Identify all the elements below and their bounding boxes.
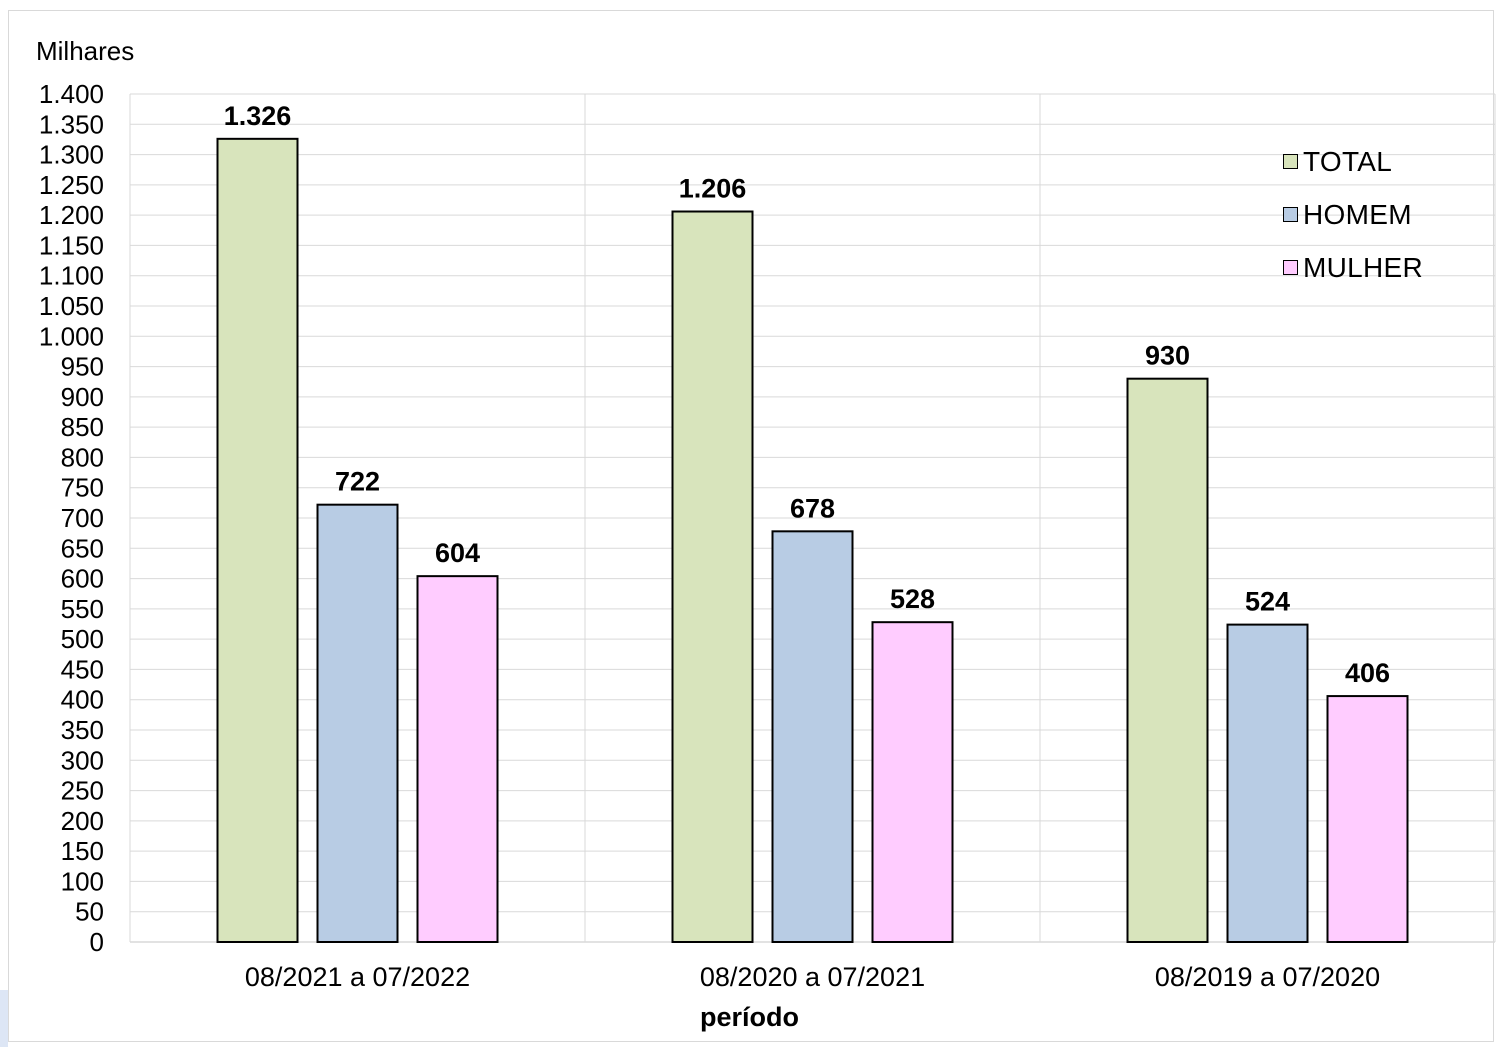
y-tick-label: 1.200 bbox=[39, 200, 104, 230]
legend-label-mulher: MULHER bbox=[1303, 251, 1424, 283]
bar-mulher bbox=[416, 575, 499, 943]
y-tick-label: 1.000 bbox=[39, 321, 104, 351]
legend-label-total: TOTAL bbox=[1303, 145, 1393, 177]
bar-total bbox=[671, 210, 754, 944]
legend: TOTAL HOMEM MULHER bbox=[1283, 135, 1423, 294]
bar-mulher bbox=[1326, 695, 1409, 944]
data-label-homem: 524 bbox=[1245, 587, 1290, 617]
y-tick-label: 850 bbox=[61, 412, 104, 442]
data-label-mulher: 406 bbox=[1345, 658, 1390, 688]
y-tick-label: 50 bbox=[75, 897, 104, 927]
window-edge bbox=[0, 990, 8, 1047]
bar-total bbox=[1126, 377, 1209, 943]
data-label-total: 1.326 bbox=[224, 101, 292, 131]
y-tick-label: 1.300 bbox=[39, 140, 104, 170]
y-tick-label: 350 bbox=[61, 715, 104, 745]
y-tick-label: 150 bbox=[61, 836, 104, 866]
y-tick-label: 500 bbox=[61, 624, 104, 654]
bar-homem bbox=[1226, 623, 1309, 943]
x-tick-label: 08/2019 a 07/2020 bbox=[1155, 962, 1380, 992]
y-unit-label: Milhares bbox=[36, 36, 135, 66]
legend-item-mulher: MULHER bbox=[1283, 241, 1423, 294]
data-label-homem: 678 bbox=[790, 493, 835, 523]
y-tick-label: 650 bbox=[61, 533, 104, 563]
data-label-homem: 722 bbox=[335, 467, 380, 497]
y-tick-label: 1.050 bbox=[39, 291, 104, 321]
y-tick-label: 0 bbox=[90, 927, 104, 957]
legend-item-homem: HOMEM bbox=[1283, 188, 1423, 241]
data-label-mulher: 528 bbox=[890, 584, 935, 614]
data-label-total: 930 bbox=[1145, 341, 1190, 371]
y-tick-label: 100 bbox=[61, 866, 104, 896]
y-tick-label: 450 bbox=[61, 654, 104, 684]
y-tick-label: 250 bbox=[61, 776, 104, 806]
legend-item-total: TOTAL bbox=[1283, 135, 1423, 188]
y-tick-label: 1.150 bbox=[39, 230, 104, 260]
x-axis-title: período bbox=[700, 1002, 799, 1032]
bar-mulher bbox=[871, 621, 954, 943]
bar-total bbox=[216, 137, 299, 943]
y-tick-label: 1.250 bbox=[39, 170, 104, 200]
y-tick-label: 1.350 bbox=[39, 109, 104, 139]
bar-homem bbox=[316, 503, 399, 943]
data-label-mulher: 604 bbox=[435, 538, 480, 568]
y-tick-label: 300 bbox=[61, 745, 104, 775]
x-tick-label: 08/2020 a 07/2021 bbox=[700, 962, 925, 992]
y-tick-label: 700 bbox=[61, 503, 104, 533]
y-tick-label: 950 bbox=[61, 352, 104, 382]
y-tick-label: 1.100 bbox=[39, 261, 104, 291]
y-tick-label: 200 bbox=[61, 806, 104, 836]
y-tick-label: 400 bbox=[61, 685, 104, 715]
y-tick-label: 900 bbox=[61, 382, 104, 412]
y-tick-label: 600 bbox=[61, 564, 104, 594]
y-tick-label: 800 bbox=[61, 442, 104, 472]
legend-swatch-mulher bbox=[1283, 260, 1298, 275]
y-tick-label: 750 bbox=[61, 473, 104, 503]
legend-swatch-total bbox=[1283, 154, 1298, 169]
legend-swatch-homem bbox=[1283, 207, 1298, 222]
y-tick-label: 1.400 bbox=[39, 79, 104, 109]
data-label-total: 1.206 bbox=[679, 174, 747, 204]
y-tick-label: 550 bbox=[61, 594, 104, 624]
legend-label-homem: HOMEM bbox=[1303, 198, 1412, 230]
bar-homem bbox=[771, 530, 854, 944]
x-tick-label: 08/2021 a 07/2022 bbox=[245, 962, 470, 992]
